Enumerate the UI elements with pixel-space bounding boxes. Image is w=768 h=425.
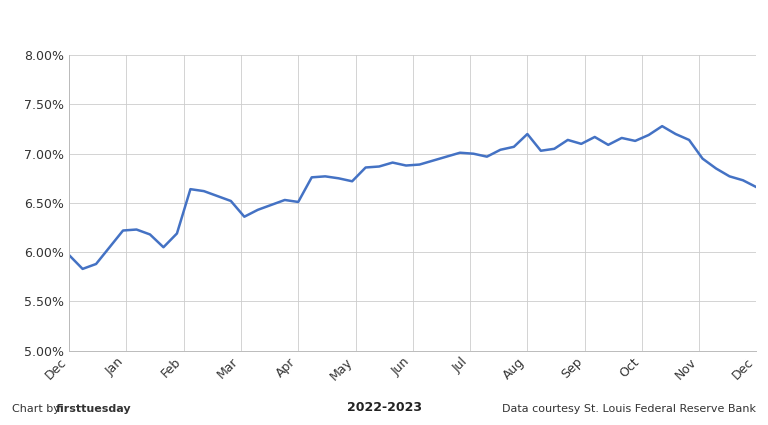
Text: Data courtesy St. Louis Federal Reserve Bank: Data courtesy St. Louis Federal Reserve … <box>502 404 756 414</box>
Text: 5/1 Adjustable Rate Mortgage (ARM) Rate: 5/1 Adjustable Rate Mortgage (ARM) Rate <box>163 16 605 34</box>
Text: Chart by: Chart by <box>12 404 63 414</box>
Text: firsttuesday: firsttuesday <box>55 404 131 414</box>
Text: 2022-2023: 2022-2023 <box>346 401 422 414</box>
